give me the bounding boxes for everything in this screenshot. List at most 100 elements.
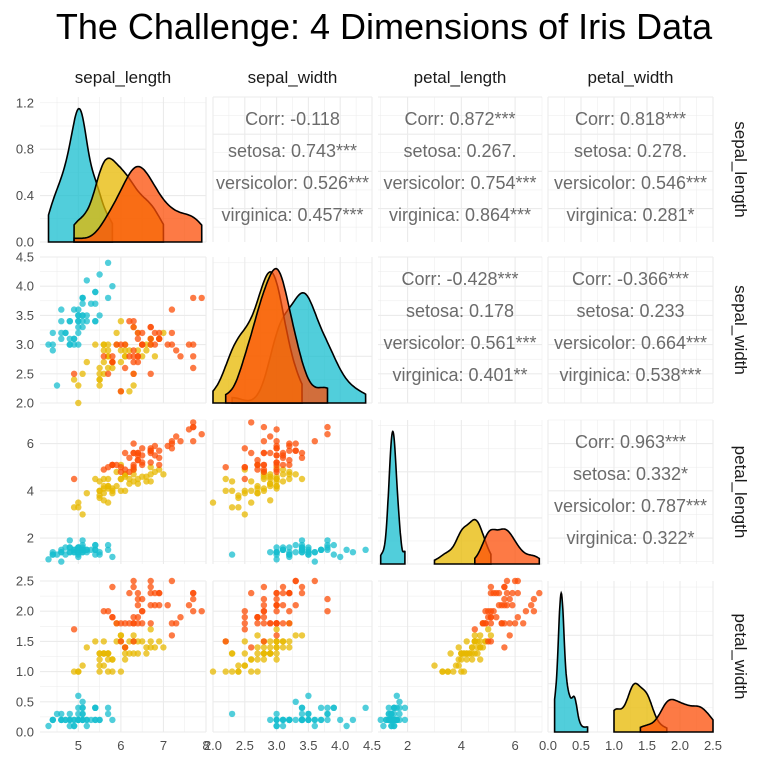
panel-grid <box>40 580 207 733</box>
point-setosa <box>380 722 387 730</box>
point-versicolor <box>260 644 268 651</box>
point-versicolor <box>444 668 452 675</box>
point-setosa <box>75 549 82 556</box>
point-versicolor <box>75 399 82 407</box>
point-virginica <box>260 438 268 445</box>
point-virginica <box>117 468 125 476</box>
point-virginica <box>509 589 516 597</box>
strip-right-sepal_width: sepal_width <box>731 285 750 375</box>
point-versicolor <box>267 475 274 483</box>
point-setosa <box>286 544 293 551</box>
point-virginica <box>147 341 154 348</box>
x-tick-label: 2 <box>404 738 411 753</box>
point-setosa <box>292 698 299 705</box>
strip-top-petal_length: petal_length <box>414 68 507 87</box>
point-versicolor <box>273 638 280 645</box>
density-virginica <box>224 267 329 404</box>
point-virginica <box>126 318 133 325</box>
strip-right-sepal_length: sepal_length <box>731 121 750 217</box>
point-virginica <box>190 341 197 348</box>
point-versicolor <box>228 487 236 494</box>
point-versicolor <box>286 644 293 651</box>
point-virginica <box>487 638 495 645</box>
x-tick-label: 4 <box>458 738 465 753</box>
scatter-petal_length-vs-sepal_length <box>45 419 205 565</box>
point-virginica <box>248 419 255 426</box>
point-virginica <box>286 589 293 597</box>
point-virginica <box>273 595 280 603</box>
corr-panel-sepal_width-petal_length: Corr: -0.428*** setosa: 0.178 versicolor: … <box>383 269 536 385</box>
y-tick-label: 4.0 <box>16 279 34 294</box>
point-virginica <box>190 589 197 597</box>
point-setosa <box>286 549 293 556</box>
point-virginica <box>248 449 255 457</box>
y-tick-label: 1.2 <box>16 95 34 110</box>
point-versicolor <box>474 650 481 657</box>
point-virginica <box>536 589 543 597</box>
corr-overall: Corr: 0.872*** <box>404 109 515 129</box>
point-versicolor <box>439 668 446 675</box>
point-virginica <box>260 583 268 591</box>
point-virginica <box>273 426 280 433</box>
point-versicolor <box>83 490 91 497</box>
point-virginica <box>506 595 513 603</box>
point-setosa <box>324 704 331 711</box>
point-versicolor <box>273 473 280 480</box>
y-tick-label: 2 <box>27 531 34 546</box>
point-setosa <box>273 549 280 556</box>
point-setosa <box>388 710 395 718</box>
point-virginica <box>514 577 521 585</box>
point-setosa <box>305 551 312 558</box>
point-virginica <box>147 447 154 454</box>
y-tick-label: 2.0 <box>16 396 34 411</box>
corr-overall: Corr: -0.366*** <box>572 269 689 289</box>
point-virginica <box>139 608 146 615</box>
point-versicolor <box>254 482 261 490</box>
point-virginica <box>70 626 78 633</box>
point-versicolor <box>248 499 255 506</box>
corr-group: virginica: 0.457*** <box>221 205 363 225</box>
point-versicolor <box>279 644 287 651</box>
point-virginica <box>279 602 287 609</box>
point-virginica <box>130 464 137 471</box>
point-versicolor <box>121 487 129 494</box>
point-versicolor <box>267 644 274 651</box>
point-versicolor <box>468 644 476 651</box>
x-tick-label: 0.0 <box>539 738 557 753</box>
scatter-sepal_width-vs-sepal_length <box>45 259 205 407</box>
panel-grid <box>547 419 714 564</box>
point-virginica <box>479 620 487 627</box>
point-setosa <box>324 710 331 718</box>
corr-group: versicolor: 0.787*** <box>554 496 707 516</box>
point-versicolor <box>273 482 280 490</box>
point-virginica <box>273 608 280 615</box>
point-versicolor <box>83 358 91 366</box>
corr-group: versicolor: 0.526*** <box>216 173 369 193</box>
point-virginica <box>241 620 248 627</box>
point-virginica <box>273 468 280 476</box>
point-setosa <box>305 692 312 699</box>
point-virginica <box>511 620 519 627</box>
point-setosa <box>79 318 86 325</box>
point-versicolor <box>143 347 150 354</box>
corr-group: versicolor: 0.561*** <box>383 333 536 353</box>
point-versicolor <box>279 466 287 473</box>
point-versicolor <box>254 668 261 675</box>
point-setosa <box>317 704 325 711</box>
point-setosa <box>343 546 350 553</box>
point-versicolor <box>241 650 248 657</box>
point-setosa <box>362 704 369 711</box>
point-setosa <box>292 549 299 556</box>
strip-top-sepal_width: sepal_width <box>248 68 338 87</box>
point-virginica <box>134 335 142 342</box>
point-virginica <box>490 589 497 597</box>
point-virginica <box>493 614 500 621</box>
point-versicolor <box>260 485 268 492</box>
point-virginica <box>248 589 255 597</box>
point-versicolor <box>126 388 133 395</box>
point-versicolor <box>126 650 133 657</box>
point-versicolor <box>104 485 112 492</box>
panel-grid <box>212 419 373 564</box>
point-virginica <box>126 589 133 597</box>
point-versicolor <box>151 353 159 360</box>
